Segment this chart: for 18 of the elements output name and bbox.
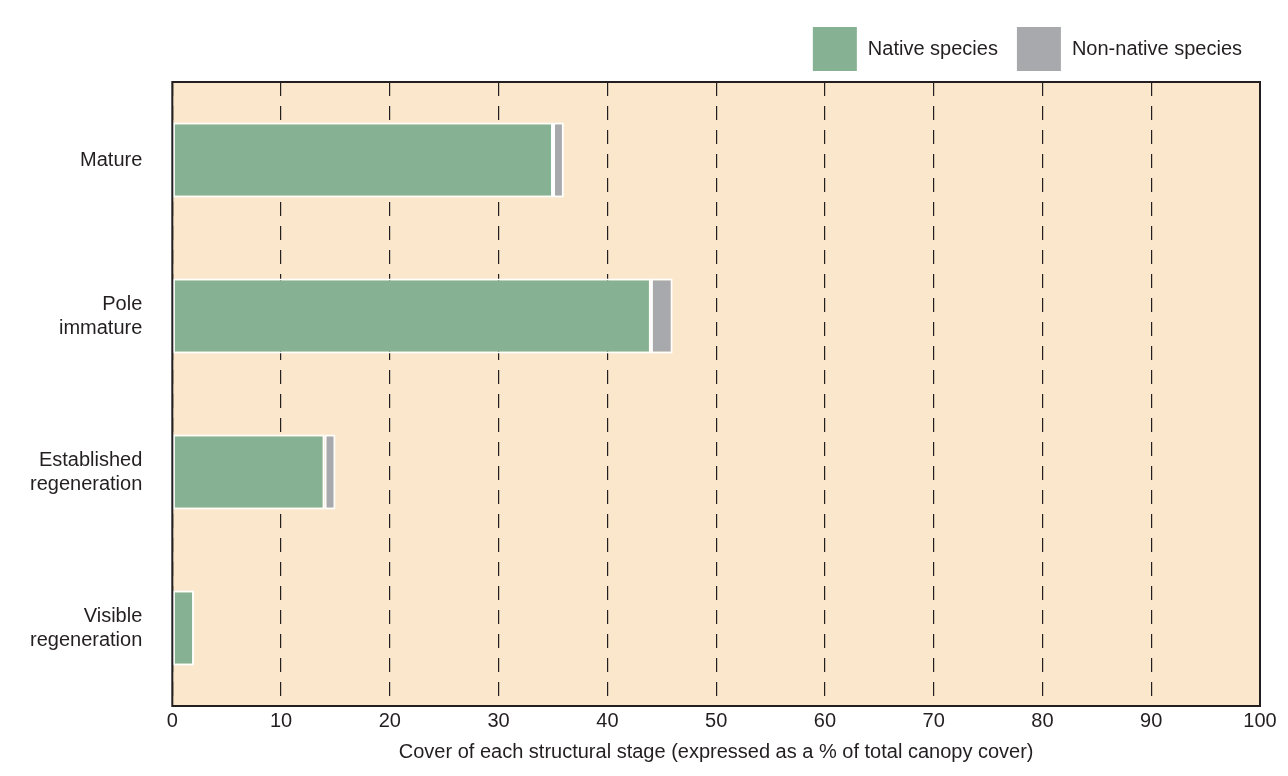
x-tick-label: 10 — [269, 708, 293, 731]
x-tick-label: 90 — [1140, 708, 1163, 731]
x-tick-label: 100 — [1243, 708, 1277, 731]
x-tick-label: 80 — [1031, 708, 1054, 731]
x-tick-label: 70 — [922, 708, 945, 731]
x-tick-label: 30 — [487, 708, 510, 731]
legend-label: Non-native species — [1071, 36, 1243, 59]
x-tick-label: 60 — [813, 708, 837, 731]
y-tick-label: Established regeneration — [29, 447, 143, 494]
x-axis-title: Cover of each structural stage (expressed as a % of total canopy cover) — [398, 739, 1034, 762]
x-tick-label: 0 — [166, 708, 178, 731]
x-tick-label: 50 — [705, 708, 728, 731]
y-tick-label: Mature — [80, 147, 143, 170]
y-tick-label: Visible regeneration — [29, 603, 143, 650]
y-tick-label: Pole immature — [58, 291, 143, 338]
x-tick-label: 20 — [378, 708, 401, 731]
x-tick-label: 40 — [596, 708, 619, 731]
legend-label: Native species — [867, 36, 998, 59]
